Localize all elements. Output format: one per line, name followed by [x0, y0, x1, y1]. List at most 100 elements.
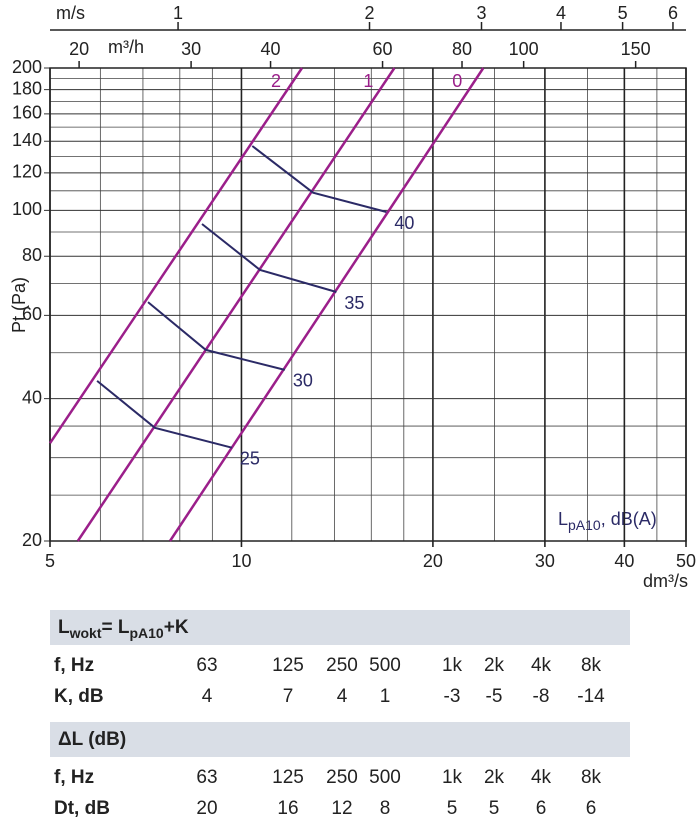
table-cell: 4k	[531, 767, 552, 788]
y-tick-label: 100	[12, 199, 42, 219]
x-tick-label: 20	[423, 551, 443, 571]
top-tick-label: 100	[509, 39, 539, 59]
y-axis-label: Pt (Pa)	[9, 277, 29, 333]
table-cell: 500	[369, 767, 401, 788]
table-cell: 6	[536, 798, 547, 819]
table-cell: 1	[380, 686, 391, 707]
top-axis-label: m³/h	[108, 37, 144, 57]
y-tick-label: 60	[22, 304, 42, 324]
y-tick-label: 180	[12, 78, 42, 98]
top-tick-label: 40	[261, 39, 281, 59]
table-header-bar	[50, 610, 630, 645]
series-label: 25	[240, 448, 260, 468]
table-cell: 16	[277, 798, 298, 819]
table-cell: 4k	[531, 655, 552, 676]
y-tick-label: 40	[22, 387, 42, 407]
top-tick-label: 2	[365, 3, 375, 23]
table-cell: 250	[326, 655, 358, 676]
table-header: Lwokt= LpA10+K	[58, 617, 189, 641]
table-cell: 7	[283, 686, 294, 707]
annotation-sub: pA10	[568, 517, 601, 533]
limit-line	[168, 67, 485, 542]
table-cell: 8	[380, 798, 391, 819]
header-part: L	[58, 617, 70, 638]
table-cell: 125	[272, 767, 304, 788]
y-tick-label: 160	[12, 103, 42, 123]
y-tick-label: 200	[12, 57, 42, 77]
table-cell: -8	[533, 686, 550, 707]
header-part: = L	[102, 617, 130, 638]
top-tick-label: 20	[69, 39, 89, 59]
table-cell: 8k	[581, 767, 602, 788]
header-part: ΔL (dB)	[58, 729, 126, 750]
top-tick-label: 80	[452, 39, 472, 59]
annotation-part: L	[558, 509, 568, 529]
table-cell: -3	[444, 686, 461, 707]
series-label: 35	[344, 293, 364, 313]
annotation-part: , dB(A)	[601, 509, 657, 529]
top-tick-label: 4	[556, 3, 566, 23]
row-label: f, Hz	[54, 767, 94, 788]
series-label: 30	[293, 371, 313, 391]
sound-curve	[147, 301, 286, 371]
table-cell: 20	[196, 798, 217, 819]
top-tick-label: 3	[476, 3, 486, 23]
y-tick-label: 120	[12, 162, 42, 182]
table-cell: 12	[331, 798, 352, 819]
y-tick-label: 140	[12, 130, 42, 150]
table-cell: 8k	[581, 655, 602, 676]
header-part: +K	[164, 617, 189, 638]
table-cell: 4	[202, 686, 213, 707]
annotation: LpA10, dB(A)	[558, 509, 657, 533]
table-cell: 250	[326, 767, 358, 788]
row-label: Dt, dB	[54, 798, 110, 819]
sound-curve	[201, 223, 337, 293]
y-tick-label: 80	[22, 245, 42, 265]
table-cell: 63	[196, 767, 217, 788]
header-sub: wokt	[69, 625, 102, 641]
row-label: f, Hz	[54, 655, 94, 676]
header-sub: pA10	[129, 625, 163, 641]
x-tick-label: 10	[231, 551, 251, 571]
table-cell: 4	[337, 686, 348, 707]
top-tick-label: 60	[373, 39, 393, 59]
series-label: 40	[394, 213, 414, 233]
top-axis-label: m/s	[56, 3, 85, 23]
top-tick-label: 6	[668, 3, 678, 23]
limit-line	[48, 67, 304, 444]
top-tick-label: 1	[173, 3, 183, 23]
sound-curve	[96, 380, 233, 449]
plot-frame	[49, 67, 687, 542]
table-cell: 2k	[484, 767, 505, 788]
table-cell: -14	[577, 686, 605, 707]
table-cell: 6	[586, 798, 597, 819]
table-cell: 1k	[442, 767, 463, 788]
x-tick-label: 30	[535, 551, 555, 571]
x-axis-label: dm³/s	[643, 571, 688, 591]
limit-line	[76, 67, 396, 542]
row-label: K, dB	[54, 686, 104, 707]
series-label: 0	[452, 71, 462, 91]
x-tick-label: 5	[45, 551, 55, 571]
table-cell: 5	[489, 798, 500, 819]
table-cell: 63	[196, 655, 217, 676]
x-tick-label: 40	[614, 551, 634, 571]
top-tick-label: 150	[621, 39, 651, 59]
sound-curve	[251, 145, 387, 213]
table-header-bar	[50, 722, 630, 757]
x-tick-label: 50	[676, 551, 696, 571]
top-tick-label: 5	[618, 3, 628, 23]
table-header: ΔL (dB)	[58, 729, 126, 750]
table-cell: 500	[369, 655, 401, 676]
series-label: 2	[271, 71, 281, 91]
y-tick-label: 20	[22, 530, 42, 550]
table-cell: -5	[486, 686, 503, 707]
table-cell: 5	[447, 798, 458, 819]
table-cell: 125	[272, 655, 304, 676]
series-label: 1	[363, 71, 373, 91]
table-cell: 2k	[484, 655, 505, 676]
top-tick-label: 30	[181, 39, 201, 59]
table-cell: 1k	[442, 655, 463, 676]
